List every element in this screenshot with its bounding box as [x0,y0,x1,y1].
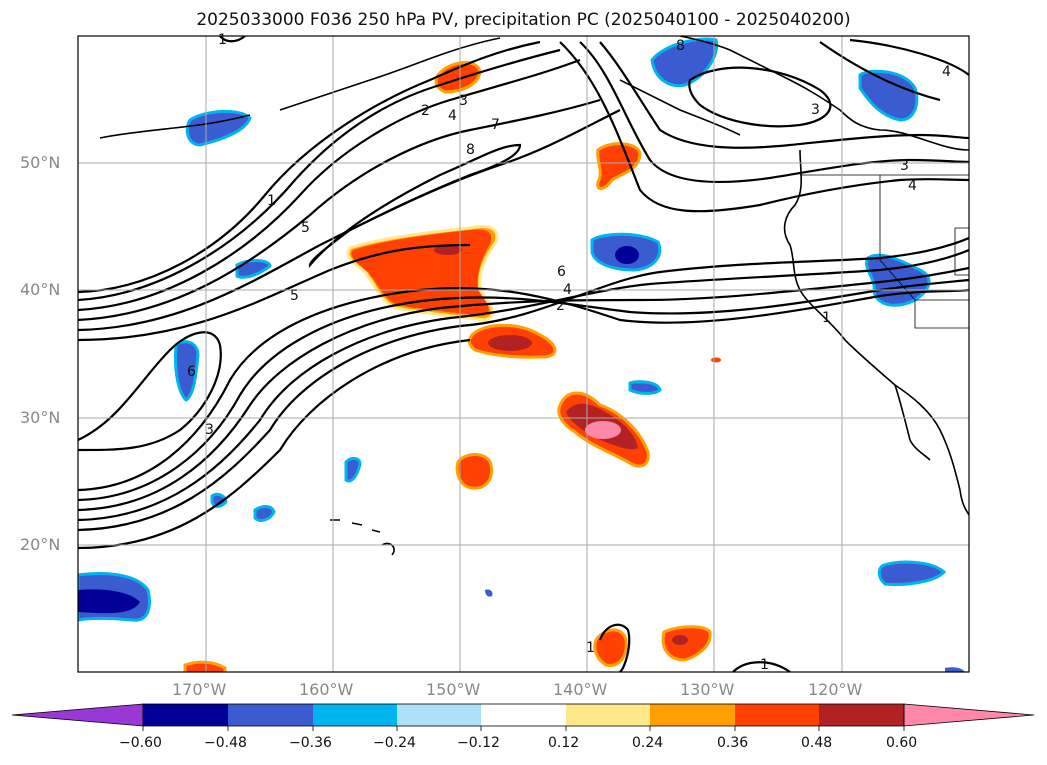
precip-shading [78,37,965,672]
lon-label-160w: 160°W [299,680,354,699]
contour-label: 5 [290,288,299,304]
gridlines [78,36,969,672]
map-frame [77,35,970,673]
colorbar-tick-label: −0.60 [119,735,162,751]
contour-label: 3 [205,422,214,438]
contour-label: 3 [459,93,468,109]
contour-label: 3 [900,158,909,174]
contour-label: 1 [586,640,595,656]
colorbar-tick-label: 0.48 [801,735,833,751]
lon-label-140w: 140°W [553,680,608,699]
lat-label-40n: 40°N [20,280,61,299]
colorbar-tick-label: −0.36 [289,735,332,751]
contour-label: 4 [563,282,572,298]
lon-label-130w: 130°W [680,680,735,699]
contour-label: 4 [908,178,917,194]
colorbar-tick-label: 0.24 [632,735,664,751]
coastlines [99,36,969,556]
colorbar [11,703,1035,731]
colorbar-tick-label: 0.36 [717,735,749,751]
contour-label: 5 [301,220,310,236]
lat-label-20n: 20°N [20,535,61,554]
lon-label-170w: 170°W [172,680,227,699]
contour-label: 1 [760,657,769,673]
colorbar-tick-label: 0.12 [548,735,580,751]
contour-label: 4 [942,64,951,80]
colorbar-tick-label: −0.48 [204,735,247,751]
map-title: 2025033000 F036 250 hPa PV, precipitatio… [196,10,851,30]
contour-label: 1 [218,32,227,48]
borders [800,174,969,329]
contour-label: 8 [466,142,475,158]
colorbar-tick-label: −0.24 [373,735,416,751]
lon-label-150w: 150°W [426,680,481,699]
colorbar-tick-label: −0.12 [457,735,500,751]
colorbar-tick-label: 0.60 [886,735,918,751]
pv-contours [78,36,969,672]
contour-label: 1 [267,193,276,209]
contour-label: 6 [557,264,566,280]
contour-label: 2 [556,298,565,314]
contour-label: 6 [187,364,196,380]
contour-label: 3 [811,102,820,118]
contour-label: 2 [421,103,430,119]
lat-label-30n: 30°N [20,408,61,427]
contour-label: 1 [822,310,831,326]
lon-label-120w: 120°W [808,680,863,699]
contour-label: 4 [448,108,457,124]
contour-label: 7 [491,117,500,133]
contour-label: 8 [676,38,685,54]
lat-label-50n: 50°N [20,153,61,172]
